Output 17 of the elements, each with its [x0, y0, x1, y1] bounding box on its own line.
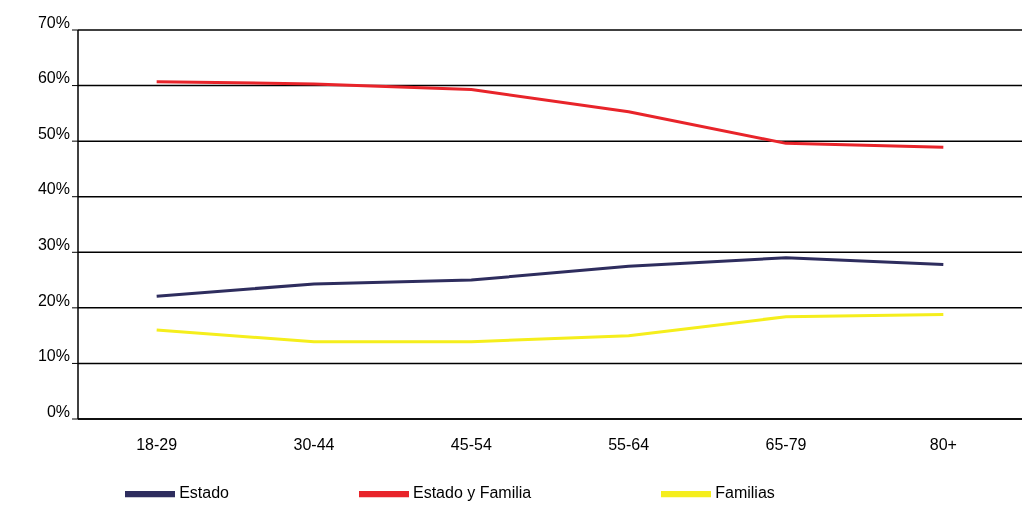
y-tick-label: 60%	[37, 69, 70, 87]
x-tick-label: 45-54	[450, 436, 492, 454]
x-tick-label: 65-79	[765, 436, 807, 454]
y-tick-label: 0%	[46, 402, 70, 420]
x-tick-label: 80+	[929, 436, 957, 454]
x-tick-label: 18-29	[136, 436, 178, 454]
legend-label: Familias	[715, 484, 775, 502]
y-tick-label: 40%	[37, 180, 70, 198]
legend-label: Estado y Familia	[412, 484, 532, 502]
y-tick-label: 70%	[37, 13, 70, 31]
y-tick-label: 30%	[37, 235, 70, 253]
x-tick-label: 55-64	[608, 436, 650, 454]
y-tick-label: 10%	[37, 347, 70, 365]
y-tick-label: 20%	[37, 291, 70, 309]
legend-label: Estado	[179, 484, 229, 502]
x-tick-label: 30-44	[293, 436, 335, 454]
y-tick-label: 50%	[37, 124, 70, 142]
